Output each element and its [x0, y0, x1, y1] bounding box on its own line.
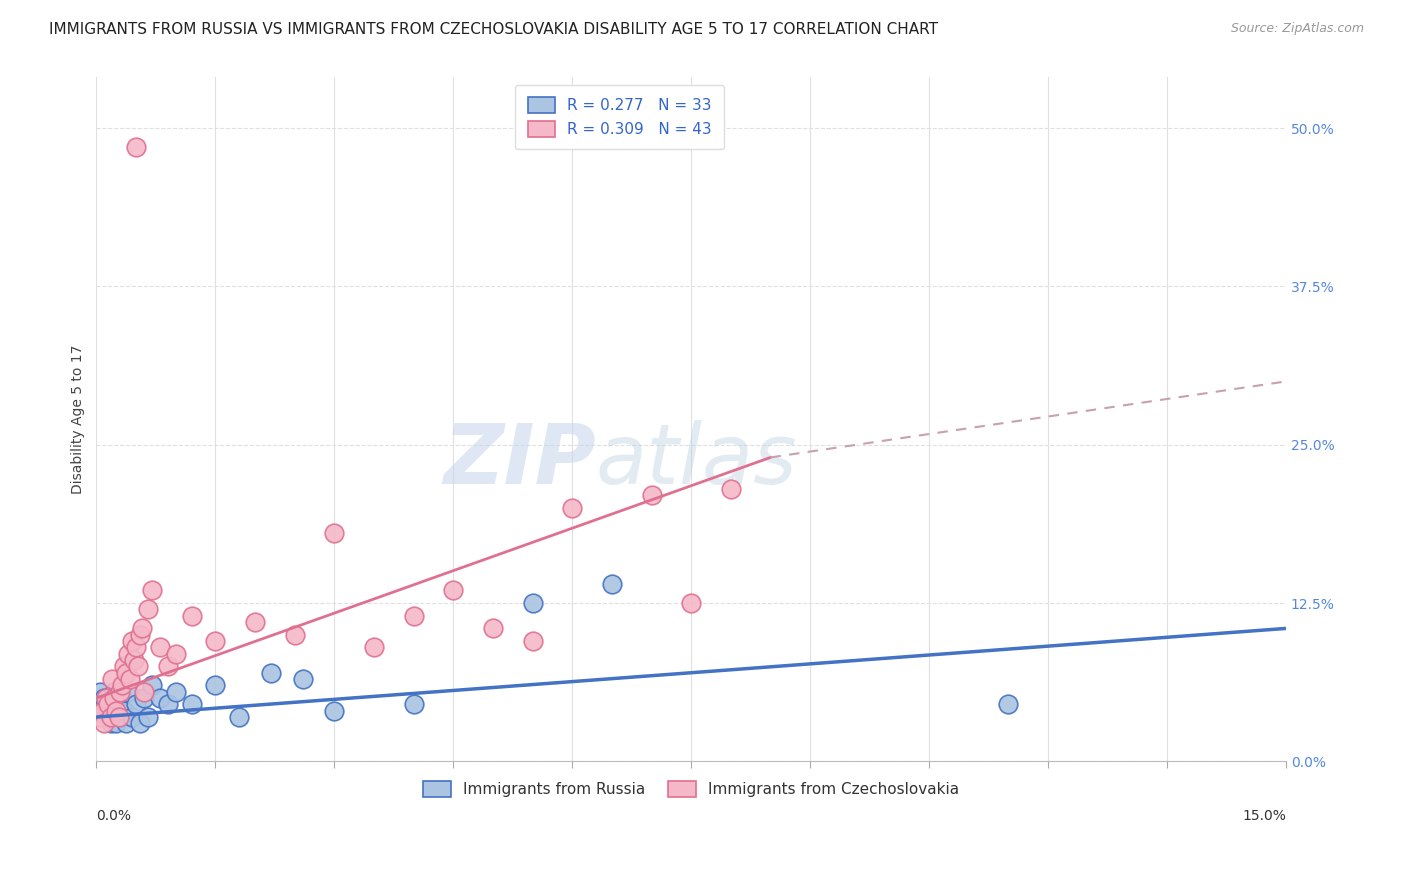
Point: [323, 526, 346, 541]
Point: [100, 710, 122, 724]
Point: [105, 716, 128, 731]
Point: [402, 608, 425, 623]
Point: [89, 710, 111, 724]
Point: [132, 684, 155, 698]
Point: [260, 665, 283, 680]
Point: [129, 716, 152, 731]
Point: [94, 710, 117, 724]
Point: [89, 684, 111, 698]
Point: [103, 691, 125, 706]
Point: [125, 698, 148, 712]
Y-axis label: Disability Age 5 to 17: Disability Age 5 to 17: [72, 344, 86, 494]
Point: [121, 634, 143, 648]
Point: [204, 634, 226, 648]
Point: [291, 672, 314, 686]
Point: [124, 653, 146, 667]
Point: [165, 647, 187, 661]
Point: [441, 583, 464, 598]
Point: [156, 659, 179, 673]
Point: [681, 596, 703, 610]
Point: [91, 698, 114, 712]
Point: [284, 628, 307, 642]
Point: [482, 621, 505, 635]
Text: Source: ZipAtlas.com: Source: ZipAtlas.com: [1230, 22, 1364, 36]
Point: [165, 684, 187, 698]
Text: ZIP: ZIP: [443, 420, 596, 501]
Point: [118, 672, 141, 686]
Point: [107, 704, 129, 718]
Point: [600, 577, 623, 591]
Point: [323, 704, 346, 718]
Point: [93, 691, 115, 706]
Point: [103, 684, 125, 698]
Point: [136, 710, 159, 724]
Point: [522, 596, 544, 610]
Point: [115, 716, 138, 731]
Point: [111, 678, 134, 692]
Point: [115, 665, 138, 680]
Text: atlas: atlas: [596, 420, 797, 501]
Point: [100, 716, 122, 731]
Point: [117, 684, 139, 698]
Point: [94, 691, 117, 706]
Text: IMMIGRANTS FROM RUSSIA VS IMMIGRANTS FROM CZECHOSLOVAKIA DISABILITY AGE 5 TO 17 : IMMIGRANTS FROM RUSSIA VS IMMIGRANTS FRO…: [49, 22, 938, 37]
Point: [129, 628, 152, 642]
Point: [640, 488, 662, 502]
Point: [127, 659, 149, 673]
Point: [204, 678, 226, 692]
Point: [522, 634, 544, 648]
Point: [561, 501, 583, 516]
Point: [117, 647, 139, 661]
Point: [101, 672, 124, 686]
Point: [363, 640, 385, 655]
Legend: Immigrants from Russia, Immigrants from Czechoslovakia: Immigrants from Russia, Immigrants from …: [416, 773, 967, 805]
Point: [112, 659, 135, 673]
Point: [93, 716, 115, 731]
Point: [112, 704, 135, 718]
Point: [720, 482, 742, 496]
Point: [91, 704, 114, 718]
Point: [108, 710, 131, 724]
Point: [125, 140, 148, 154]
Point: [156, 698, 179, 712]
Text: 15.0%: 15.0%: [1241, 809, 1286, 823]
Point: [97, 698, 120, 712]
Point: [131, 621, 153, 635]
Point: [108, 684, 131, 698]
Point: [97, 704, 120, 718]
Point: [141, 583, 163, 598]
Point: [243, 615, 266, 629]
Point: [997, 698, 1019, 712]
Text: 0.0%: 0.0%: [97, 809, 131, 823]
Point: [105, 704, 128, 718]
Point: [228, 710, 250, 724]
Point: [132, 691, 155, 706]
Point: [180, 608, 202, 623]
Point: [136, 602, 159, 616]
Point: [402, 698, 425, 712]
Point: [107, 710, 129, 724]
Point: [141, 678, 163, 692]
Point: [149, 640, 172, 655]
Point: [121, 710, 143, 724]
Point: [149, 691, 172, 706]
Point: [101, 698, 124, 712]
Point: [125, 640, 148, 655]
Point: [180, 698, 202, 712]
